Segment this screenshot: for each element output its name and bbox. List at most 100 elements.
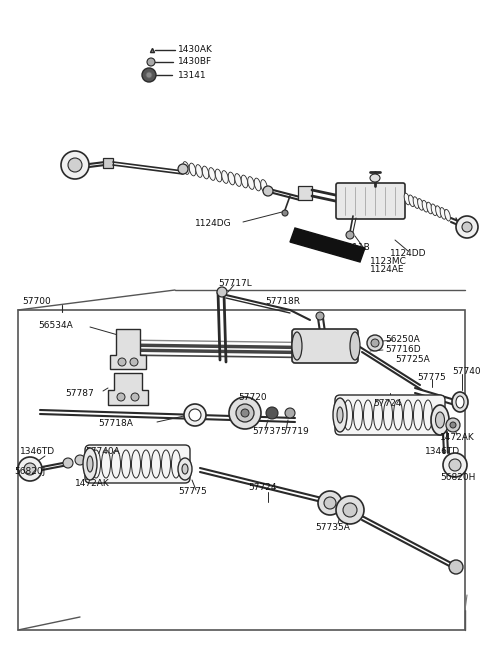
Circle shape xyxy=(371,339,379,347)
Text: 57724: 57724 xyxy=(373,400,401,408)
Ellipse shape xyxy=(182,464,188,474)
Text: 57735A: 57735A xyxy=(315,522,350,532)
Text: 1346TD: 1346TD xyxy=(425,448,460,456)
Text: 57717L: 57717L xyxy=(218,280,252,289)
Text: 57718R: 57718R xyxy=(265,297,300,306)
Polygon shape xyxy=(110,329,146,369)
Text: 1124DD: 1124DD xyxy=(390,249,427,258)
Circle shape xyxy=(236,404,254,422)
Circle shape xyxy=(266,407,278,419)
Circle shape xyxy=(263,186,273,196)
Text: 57737: 57737 xyxy=(252,428,281,437)
Circle shape xyxy=(450,422,456,428)
Ellipse shape xyxy=(350,332,360,360)
Text: 57775: 57775 xyxy=(417,373,446,382)
Circle shape xyxy=(456,216,478,238)
Bar xyxy=(103,158,113,168)
Circle shape xyxy=(68,158,82,172)
Text: 56250A: 56250A xyxy=(385,336,420,345)
Circle shape xyxy=(318,491,342,515)
Circle shape xyxy=(142,68,156,82)
Ellipse shape xyxy=(427,202,432,214)
Ellipse shape xyxy=(413,197,419,208)
Text: 56820H: 56820H xyxy=(440,474,475,482)
Ellipse shape xyxy=(183,162,189,175)
Text: 57724: 57724 xyxy=(248,482,276,491)
Ellipse shape xyxy=(333,398,347,432)
Bar xyxy=(18,310,465,630)
Circle shape xyxy=(130,358,138,366)
Ellipse shape xyxy=(292,332,302,360)
Circle shape xyxy=(131,393,139,401)
Text: 1123MC: 1123MC xyxy=(370,256,407,265)
Circle shape xyxy=(324,497,336,509)
Text: 57720: 57720 xyxy=(238,393,266,402)
Circle shape xyxy=(63,458,73,468)
FancyBboxPatch shape xyxy=(85,445,190,483)
Circle shape xyxy=(18,457,42,481)
Ellipse shape xyxy=(436,206,442,217)
Ellipse shape xyxy=(189,409,201,421)
Circle shape xyxy=(443,453,467,477)
Ellipse shape xyxy=(285,408,295,418)
Ellipse shape xyxy=(228,172,235,185)
Ellipse shape xyxy=(222,171,228,184)
Circle shape xyxy=(462,222,472,232)
Circle shape xyxy=(282,210,288,216)
Ellipse shape xyxy=(337,407,343,423)
Ellipse shape xyxy=(261,180,267,192)
Ellipse shape xyxy=(444,210,450,221)
Text: 57775: 57775 xyxy=(178,487,207,496)
Circle shape xyxy=(24,463,36,475)
Ellipse shape xyxy=(87,456,93,472)
Polygon shape xyxy=(108,373,148,405)
Ellipse shape xyxy=(254,178,261,191)
Circle shape xyxy=(336,496,364,524)
Text: 57787: 57787 xyxy=(65,389,94,397)
Ellipse shape xyxy=(431,405,449,435)
Ellipse shape xyxy=(241,175,248,188)
Circle shape xyxy=(446,418,460,432)
Text: 56820J: 56820J xyxy=(14,467,45,476)
Text: 57740A: 57740A xyxy=(452,367,480,376)
Text: 56534A: 56534A xyxy=(38,321,73,330)
Ellipse shape xyxy=(202,166,209,179)
Ellipse shape xyxy=(408,195,414,206)
Circle shape xyxy=(217,287,227,297)
Circle shape xyxy=(343,503,357,517)
Circle shape xyxy=(178,164,188,174)
Ellipse shape xyxy=(178,458,192,480)
Circle shape xyxy=(229,397,261,429)
Ellipse shape xyxy=(440,208,446,219)
Bar xyxy=(298,186,312,200)
Circle shape xyxy=(75,455,85,465)
Ellipse shape xyxy=(370,174,380,182)
Ellipse shape xyxy=(418,199,423,210)
Text: 57716D: 57716D xyxy=(385,345,420,354)
Ellipse shape xyxy=(189,163,196,176)
Text: 13141: 13141 xyxy=(178,71,206,79)
Circle shape xyxy=(316,312,324,320)
Ellipse shape xyxy=(184,404,206,426)
Circle shape xyxy=(146,72,152,78)
Ellipse shape xyxy=(404,193,410,205)
FancyBboxPatch shape xyxy=(336,183,405,219)
Text: 1430AK: 1430AK xyxy=(178,45,213,55)
Circle shape xyxy=(118,358,126,366)
Ellipse shape xyxy=(431,204,437,215)
Text: 57740A: 57740A xyxy=(85,447,120,456)
Text: 1124DG: 1124DG xyxy=(195,219,232,228)
Ellipse shape xyxy=(196,165,202,177)
Polygon shape xyxy=(290,228,365,262)
Text: 57725A: 57725A xyxy=(395,356,430,365)
Text: 1124AE: 1124AE xyxy=(370,265,405,275)
Text: 1346TD: 1346TD xyxy=(20,448,55,456)
Circle shape xyxy=(346,231,354,239)
Circle shape xyxy=(449,560,463,574)
Circle shape xyxy=(449,459,461,471)
Circle shape xyxy=(367,335,383,351)
FancyBboxPatch shape xyxy=(335,395,445,435)
Ellipse shape xyxy=(215,169,222,182)
Circle shape xyxy=(241,409,249,417)
Text: 57211B: 57211B xyxy=(335,243,370,252)
